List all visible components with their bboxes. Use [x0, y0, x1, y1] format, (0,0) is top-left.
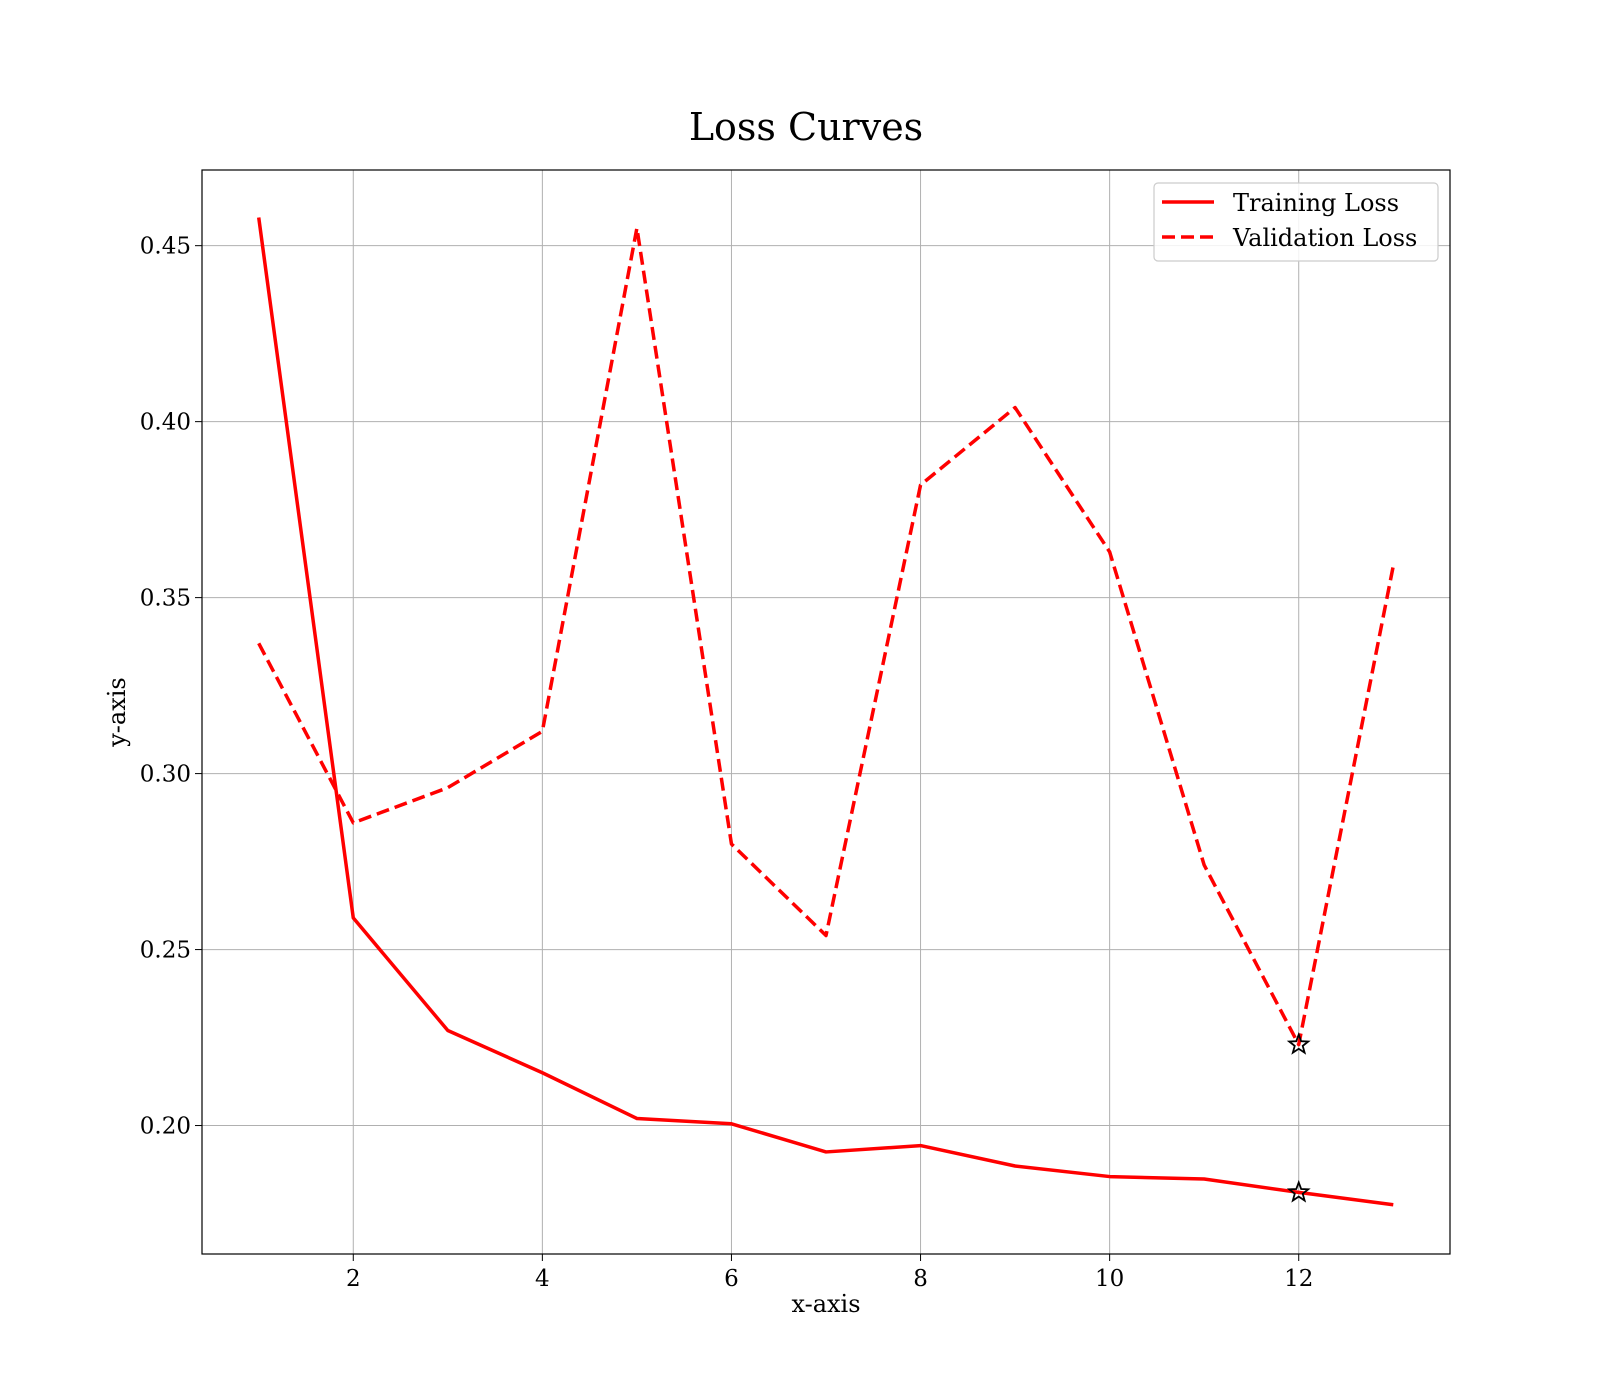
x-tick-label: 8: [913, 1266, 928, 1292]
x-axis-label: x-axis: [791, 1290, 860, 1318]
series-line-validation-loss: [257, 226, 1395, 1047]
y-tick-label: 0.20: [140, 1114, 191, 1140]
x-tick-label: 2: [346, 1266, 361, 1292]
tick-layer: 2 4 6 8 10 12 0.20 0.25 0.30 0.35 0.40 0.45: [140, 234, 1314, 1292]
legend: Training Loss Validation Loss: [1153, 182, 1439, 262]
y-tick-label: 0.25: [140, 938, 191, 964]
chart-title: Loss Curves: [689, 105, 923, 149]
legend-label-training-loss: Training Loss: [1233, 189, 1399, 217]
y-tick-label: 0.30: [140, 762, 191, 788]
grid-layer: [202, 170, 1450, 1254]
x-tick-label: 4: [535, 1266, 550, 1292]
y-tick-label: 0.40: [140, 410, 191, 436]
legend-label-validation-loss: Validation Loss: [1232, 224, 1417, 252]
plot-frame: [201, 169, 1451, 1255]
marker-layer: [1286, 1032, 1311, 1203]
x-tick-label: 12: [1284, 1266, 1313, 1292]
y-axis-label: y-axis: [103, 677, 131, 748]
star-marker-validation-loss: [1286, 1032, 1311, 1055]
series-layer: [256, 217, 1395, 1207]
star-marker-training-loss: [1286, 1179, 1311, 1203]
y-tick-label: 0.35: [140, 586, 191, 612]
x-tick-label: 10: [1095, 1266, 1124, 1292]
legend-box: [1153, 182, 1439, 262]
series-line-training-loss: [256, 217, 1394, 1207]
x-tick-label: 6: [724, 1266, 739, 1292]
y-tick-label: 0.45: [140, 234, 191, 260]
